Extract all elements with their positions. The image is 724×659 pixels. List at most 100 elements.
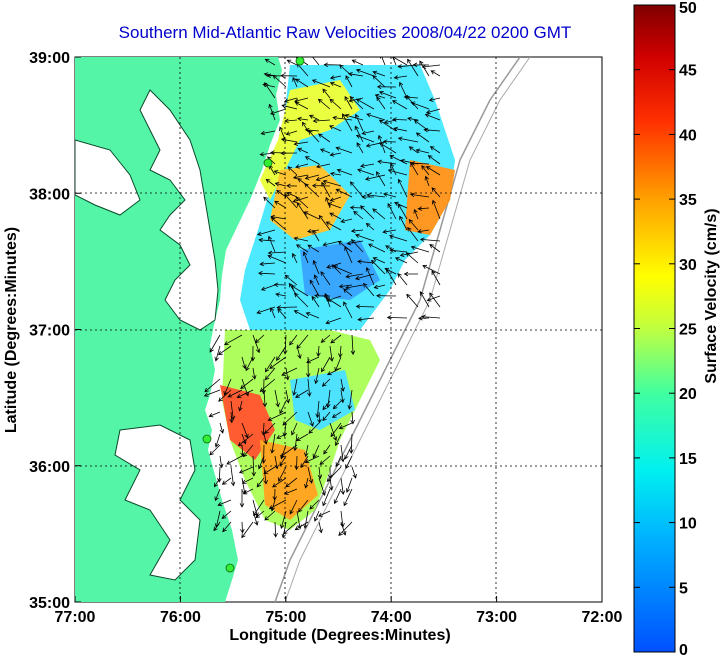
velocity-arrow [280, 444, 298, 458]
colorbar-tick-label: 40 [679, 127, 697, 144]
velocity-arrow [297, 147, 309, 154]
velocity-arrow [429, 292, 441, 308]
colorbar-label: Surface Velocity (cm/s) [703, 208, 720, 383]
velocity-arrow [322, 411, 331, 422]
velocity-arrow [289, 499, 298, 515]
velocity-arrow [329, 125, 342, 132]
velocity-arrow [357, 317, 375, 322]
velocity-arrow [303, 510, 309, 529]
velocity-arrow [292, 76, 298, 88]
velocity-arrow [218, 389, 232, 402]
velocity-arrow [424, 175, 430, 187]
velocity-arrow [325, 221, 342, 231]
sound-water [114, 424, 201, 581]
velocity-arrow [340, 218, 353, 224]
velocity-arrow [255, 510, 265, 519]
velocity-arrow [319, 455, 331, 465]
velocity-arrow [242, 444, 254, 458]
velocity-arrow [361, 194, 375, 200]
velocity-arrow [357, 168, 375, 176]
velocity-arrow [421, 314, 441, 320]
velocity-arrow [419, 60, 430, 77]
velocity-arrow [230, 466, 236, 487]
velocity-arrow [350, 334, 356, 356]
velocity-arrow [308, 130, 320, 143]
velocity-arrow [209, 444, 221, 456]
velocity-arrow [300, 455, 309, 469]
velocity-arrow [338, 422, 353, 430]
velocity-arrow [281, 103, 298, 110]
velocity-arrow [257, 271, 276, 276]
velocity-arrow [405, 252, 419, 264]
x-tick-label: 75:00 [265, 609, 306, 626]
velocity-arrow [373, 284, 386, 290]
velocity-arrow [423, 127, 441, 133]
velocity-arrow [267, 235, 276, 253]
velocity-arrow [245, 356, 254, 372]
velocity-arrow [276, 190, 287, 198]
velocity-arrow [296, 201, 309, 220]
velocity-arrow [290, 285, 309, 297]
velocity-arrow [294, 101, 309, 110]
colorbar-tick-label: 50 [679, 0, 697, 17]
velocity-arrow [241, 477, 254, 484]
colorbar-tick-label: 5 [679, 580, 688, 597]
velocity-arrow [219, 422, 225, 434]
velocity-arrow [350, 238, 364, 253]
velocity-arrow [282, 521, 298, 535]
velocity-arrow [329, 422, 338, 442]
velocity-arrow [417, 206, 430, 211]
velocity-arrow [264, 58, 276, 66]
velocity-arrow [312, 118, 331, 124]
velocity-arrow [362, 282, 375, 297]
velocity-arrow [304, 127, 320, 133]
velocity-arrow [309, 279, 320, 297]
colorbar-tick-label: 30 [679, 257, 697, 274]
velocity-arrow [265, 178, 276, 187]
velocity-arrow [322, 88, 331, 99]
velocity-arrow [293, 433, 298, 452]
velocity-arrow [264, 356, 276, 373]
velocity-arrow [360, 205, 375, 220]
velocity-arrow [295, 78, 309, 88]
field-south-cyan [290, 370, 355, 430]
velocity-arrow [422, 264, 441, 275]
velocity-arrow [327, 202, 342, 209]
colorbar-tick-label: 35 [679, 192, 697, 209]
velocity-arrow [378, 90, 397, 99]
velocity-arrow [332, 400, 342, 410]
velocity-arrow [315, 174, 331, 182]
velocity-arrow [428, 97, 441, 102]
velocity-arrow [421, 165, 430, 176]
velocity-arrow [293, 141, 309, 146]
velocity-arrow [318, 133, 331, 143]
velocity-arrow [347, 72, 364, 77]
velocity-arrow [322, 400, 331, 411]
velocity-arrow [274, 181, 287, 187]
velocity-arrow [295, 163, 309, 169]
velocity-arrow [302, 251, 309, 264]
velocity-arrow [260, 284, 276, 291]
velocity-arrow [380, 57, 386, 66]
velocity-arrow [329, 75, 342, 80]
velocity-arrow [372, 75, 386, 88]
velocity-arrow [347, 389, 353, 410]
shelf-contour [274, 57, 521, 602]
velocity-arrow [314, 367, 320, 385]
velocity-arrow [295, 244, 309, 253]
velocity-arrow [332, 115, 353, 121]
velocity-arrow [342, 113, 353, 132]
velocity-arrow [241, 521, 254, 539]
velocity-arrow [391, 100, 408, 110]
velocity-arrow [345, 75, 353, 88]
velocity-arrow [376, 171, 386, 187]
velocity-arrow [259, 378, 276, 392]
velocity-arrow [286, 183, 298, 189]
velocity-arrow [218, 345, 232, 356]
velocity-arrow [361, 130, 375, 136]
velocity-arrow [344, 444, 353, 460]
velocity-arrow [354, 125, 364, 143]
velocity-arrow [410, 245, 430, 253]
velocity-arrow [214, 488, 221, 502]
